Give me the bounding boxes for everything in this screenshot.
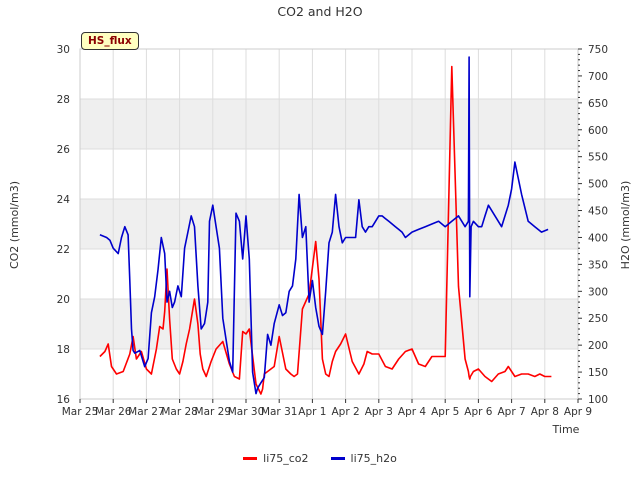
y-right-tick-label: 350 — [588, 259, 608, 271]
y-right-tick-label: 400 — [588, 232, 608, 244]
y-right-tick-label: 150 — [588, 367, 608, 379]
band-18 — [80, 299, 578, 349]
x-tick-label: Apr 5 — [431, 406, 459, 418]
y-axis-right-title: H2O (mmol/m3) — [619, 181, 632, 270]
series-lines — [99, 56, 552, 395]
legend-item-co2: li75_co2 — [243, 452, 309, 465]
y-left-tick-label: 18 — [57, 344, 70, 356]
y-axis-left-title: CO2 (mmol/m3) — [8, 181, 21, 269]
y-left-tick-label: 20 — [57, 294, 70, 306]
chart-title: CO2 and H2O — [277, 4, 362, 19]
y-left-tick-label: 28 — [57, 94, 70, 106]
x-tick-label: Apr 9 — [564, 406, 592, 418]
y-left-tick-label: 24 — [57, 194, 71, 206]
y-right-tick-label: 550 — [588, 152, 608, 164]
y-right-tick-label: 300 — [588, 286, 608, 298]
y-right-tick-label: 100 — [588, 394, 608, 406]
plot-frame — [79, 48, 579, 400]
y-right-tick-label: 200 — [588, 340, 608, 352]
legend-swatch-co2 — [243, 457, 258, 460]
x-tick-label: Mar 26 — [95, 406, 132, 418]
x-axis-title: Time — [552, 423, 580, 436]
x-tick-label: Apr 8 — [531, 406, 559, 418]
band-26 — [80, 99, 578, 149]
x-tick-label: Mar 30 — [228, 406, 265, 418]
y-left-tick-label: 26 — [57, 144, 71, 156]
x-tick-label: Mar 29 — [195, 406, 232, 418]
background-bands — [80, 99, 578, 349]
y-right-tick-label: 250 — [588, 313, 608, 325]
y-left-tick-label: 16 — [57, 394, 71, 406]
y-left-tick-label: 22 — [57, 244, 70, 256]
x-tick-label: Apr 7 — [498, 406, 526, 418]
x-tick-label: Apr 2 — [332, 406, 360, 418]
x-tick-label: Mar 28 — [161, 406, 198, 418]
x-tick-label: Apr 6 — [464, 406, 493, 418]
legend-item-h2o: li75_h2o — [330, 452, 397, 465]
x-tick-label: Apr 1 — [298, 406, 326, 418]
legend-swatch-h2o — [330, 457, 345, 460]
legend-label-co2: li75_co2 — [263, 452, 309, 465]
series-line-li75_h2o — [99, 56, 549, 395]
x-tick-label: Mar 27 — [128, 406, 165, 418]
y-left-tick-label: 30 — [57, 44, 70, 56]
x-tick-label: Apr 3 — [365, 406, 393, 418]
y-right-tick-label: 600 — [588, 125, 608, 137]
y-right-tick-label: 500 — [588, 179, 608, 191]
legend-label-h2o: li75_h2o — [350, 452, 397, 465]
y-right-tick-label: 450 — [588, 206, 608, 218]
y-right-tick-label: 650 — [588, 98, 608, 110]
x-tick-label: Mar 31 — [261, 406, 298, 418]
y-right-tick-label: 750 — [588, 44, 608, 56]
y-right-tick-label: 700 — [588, 71, 608, 83]
y-axis-left-ticks: 16 18 20 22 24 26 28 30 — [57, 44, 71, 406]
x-tick-label: Mar 25 — [62, 406, 99, 418]
series-line-li75_co2 — [99, 65, 552, 395]
legend: li75_co2 li75_h2o — [0, 452, 640, 465]
y-axis-right-ticks: 100 150 200 250 300 350 400 450 500 550 600 650 700 7… — [578, 44, 608, 406]
hs-flux-badge: HS_flux — [81, 32, 139, 50]
x-tick-label: Apr 4 — [398, 406, 427, 418]
